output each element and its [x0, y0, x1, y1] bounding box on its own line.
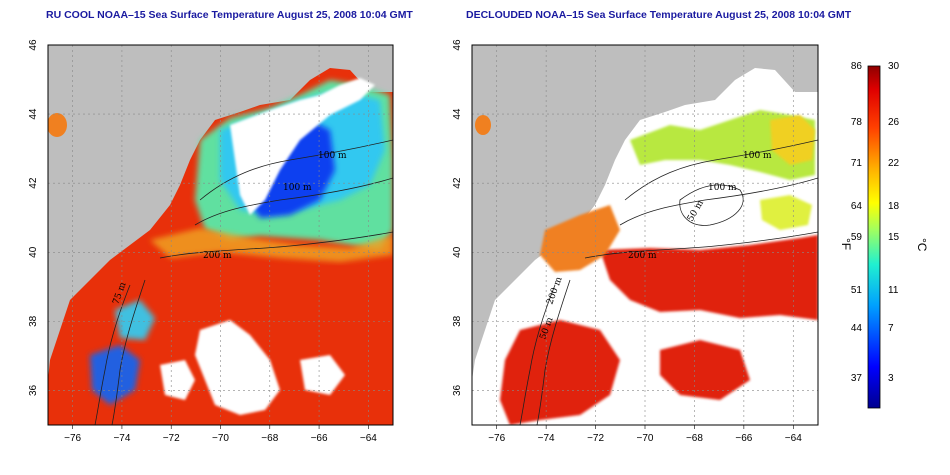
warm-water-band: [600, 235, 818, 320]
cloud-patch: [230, 78, 375, 215]
lon-tick-label: −76: [488, 433, 505, 444]
lat-tick-label: 40: [28, 246, 39, 258]
latitude-axis: 36 38 40 42 44 46: [28, 39, 39, 396]
lat-tick-label: 38: [28, 315, 39, 327]
lat-tick-label: 40: [452, 246, 463, 258]
transition-band: [150, 228, 393, 262]
contour-label: 100 m: [708, 183, 737, 193]
cloud-patch-south-2: [160, 360, 195, 400]
warm-patch: [660, 340, 750, 400]
map-frame: [47, 44, 394, 426]
lat-tick-label: 46: [452, 39, 463, 51]
yellow-water-region-2: [760, 195, 812, 230]
celsius-unit-label: °C: [915, 238, 929, 252]
lon-tick-label: −66: [735, 433, 752, 444]
celsius-tick-label: 15: [888, 232, 900, 243]
contour-label: 100 m: [743, 151, 772, 161]
lat-tick-label: 36: [28, 384, 39, 396]
lon-tick-label: −74: [113, 433, 130, 444]
longitude-axis: −76 −74 −72 −70 −68 −66 −64: [64, 433, 377, 444]
lon-tick-label: −74: [538, 433, 555, 444]
latitude-axis: 36 38 40 42 44 46: [452, 39, 463, 396]
yellow-water-region: [770, 115, 815, 165]
lat-tick-label: 42: [28, 177, 39, 189]
fahrenheit-tick-label: 78: [851, 117, 863, 128]
colorbar-gradient: [867, 65, 881, 409]
fahrenheit-tick-label: 86: [851, 61, 863, 72]
lon-tick-label: −72: [587, 433, 604, 444]
cold-patch-southwest-2: [115, 300, 155, 340]
land-mass: [48, 45, 393, 380]
graticule: [48, 45, 393, 429]
longitude-axis: −76 −74 −72 −70 −68 −66 −64: [488, 433, 802, 444]
contour-label: 200 m: [203, 251, 232, 261]
fahrenheit-tick-label: 51: [851, 285, 863, 296]
fahrenheit-tick-label: 64: [851, 201, 863, 212]
left-map-panel: 100 m 100 m 200 m 75 m −76 −74 −72 −70 −68 −6…: [28, 39, 394, 444]
celsius-tick-label: 7: [888, 323, 894, 334]
celsius-tick-label: 26: [888, 117, 900, 128]
lat-tick-label: 38: [452, 315, 463, 327]
cool-water-region: [630, 110, 815, 180]
fahrenheit-tick-label: 59: [851, 232, 863, 243]
right-panel-title: DECLOUDED NOAA–15 Sea Surface Temperatur…: [466, 9, 852, 21]
right-map-panel: 100 m 100 m 50 m 200 m 200 m 50 m −76 −74…: [452, 39, 819, 444]
lat-tick-label: 44: [28, 108, 39, 120]
celsius-tick-label: 30: [888, 61, 900, 72]
celsius-scale: 30 26 22 18 15 11 7 3: [888, 61, 900, 384]
celsius-tick-label: 11: [888, 285, 899, 296]
contour-label: 100 m: [318, 151, 347, 161]
lat-tick-label: 42: [452, 177, 463, 189]
warm-patch-northwest: [48, 113, 67, 137]
left-panel-title: RU COOL NOAA–15 Sea Surface Temperature …: [46, 9, 413, 21]
celsius-tick-label: 18: [888, 201, 900, 212]
lon-tick-label: −72: [163, 433, 180, 444]
warm-patch-northwest: [475, 115, 491, 135]
lon-tick-label: −68: [261, 433, 278, 444]
cloud-patch-south-3: [300, 355, 345, 395]
lon-tick-label: −70: [637, 433, 654, 444]
contour-label: 200 m: [628, 251, 657, 261]
celsius-tick-label: 3: [888, 373, 894, 384]
cold-patch-southwest: [90, 345, 140, 405]
contour-label: 100 m: [283, 183, 312, 193]
lon-tick-label: −76: [64, 433, 81, 444]
lat-tick-label: 44: [452, 108, 463, 120]
bathymetry-contours: [519, 139, 818, 425]
map-frame: [471, 44, 819, 426]
lon-tick-label: −68: [686, 433, 703, 444]
warm-water-band-south: [500, 320, 620, 425]
fahrenheit-unit-label: °F: [839, 238, 853, 250]
lat-tick-label: 46: [28, 39, 39, 51]
graticule: [472, 45, 818, 429]
fahrenheit-tick-label: 71: [851, 158, 863, 169]
cloud-patch-south: [195, 320, 280, 415]
lon-tick-label: −64: [360, 433, 377, 444]
fahrenheit-tick-label: 37: [851, 373, 863, 384]
lon-tick-label: −64: [785, 433, 802, 444]
fahrenheit-tick-label: 44: [851, 323, 863, 334]
lat-tick-label: 36: [452, 384, 463, 396]
lon-tick-label: −70: [212, 433, 229, 444]
land-mass: [472, 45, 818, 380]
fahrenheit-scale: 86 78 71 64 59 51 44 37: [851, 61, 863, 384]
temperature-colorbar: 86 78 71 64 59 51 44 37 30 26 22 18 15 11 7 3 °F °C: [839, 61, 929, 409]
lon-tick-label: −66: [311, 433, 328, 444]
celsius-tick-label: 22: [888, 158, 900, 169]
